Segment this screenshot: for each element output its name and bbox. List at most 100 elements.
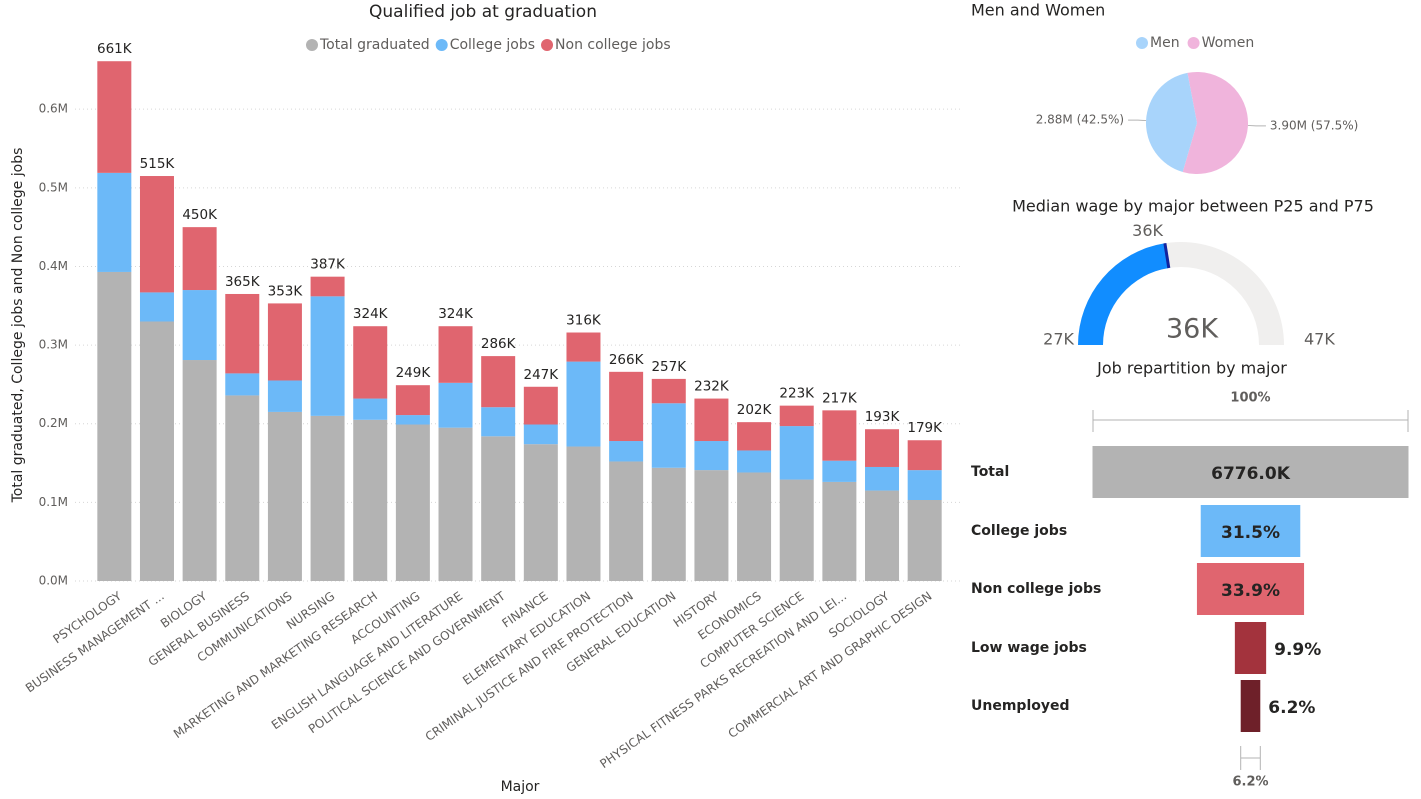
pie-slice: [1182, 71, 1249, 175]
bar-segment: [182, 290, 217, 361]
pie-label: 2.88M (42.5%): [1036, 113, 1124, 127]
funnel-value-label: 6.2%: [1268, 698, 1315, 718]
funnel-category: Non college jobs: [971, 581, 1101, 597]
total-label: 232K: [694, 379, 730, 395]
total-label: 365K: [225, 274, 261, 290]
funnel-value-label: 9.9%: [1274, 640, 1321, 660]
gauge-tick-label: 47K: [1304, 330, 1335, 349]
gauge-value: 36K: [1166, 314, 1219, 345]
y-tick-label: 0.6M: [39, 102, 68, 116]
total-label: 249K: [396, 365, 432, 381]
total-label: 515K: [140, 156, 176, 172]
bar-segment: [566, 446, 601, 581]
bar-segment: [139, 176, 174, 293]
legend-label: Men: [1150, 35, 1180, 51]
gauge-fill: [1078, 243, 1169, 345]
legend-marker: [306, 39, 318, 51]
bar-segment: [865, 429, 900, 467]
pie-label: 3.90M (57.5%): [1270, 118, 1358, 132]
bar-segment: [737, 472, 772, 581]
bar-segment: [609, 461, 644, 581]
y-tick-label: 0.4M: [39, 259, 68, 273]
total-label: 223K: [779, 386, 815, 402]
total-label: 661K: [97, 41, 133, 57]
bar-segment: [353, 419, 388, 581]
funnel-title: Job repartition by major: [1096, 359, 1287, 378]
bar-segment: [481, 407, 516, 437]
funnel-value-label: 33.9%: [1221, 581, 1280, 601]
funnel-value-label: 31.5%: [1221, 523, 1280, 543]
bar-segment: [779, 479, 814, 581]
bar-segment: [523, 386, 558, 425]
bar-segment: [651, 378, 686, 404]
bar-segment: [907, 500, 942, 581]
funnel-value-label: 6776.0K: [1211, 464, 1291, 484]
bar-segment: [822, 481, 857, 581]
bar-segment: [694, 470, 729, 581]
funnel-bar: [1092, 446, 1409, 498]
bar-segment: [566, 361, 601, 447]
total-label: 316K: [566, 313, 602, 329]
bar-segment: [438, 326, 473, 383]
pie-title: Men and Women: [971, 1, 1105, 20]
legend-label: Women: [1202, 35, 1255, 51]
y-tick-label: 0.1M: [39, 495, 68, 509]
bar-segment: [395, 424, 430, 581]
bar-segment: [822, 460, 857, 482]
bar-segment: [310, 415, 345, 581]
bar-segment: [225, 293, 260, 374]
bar-segment: [438, 427, 473, 581]
bar-segment: [310, 276, 345, 297]
legend-label: Non college jobs: [555, 37, 671, 53]
total-label: 450K: [182, 207, 218, 223]
bar-segment: [609, 441, 644, 462]
bar-segment: [139, 292, 174, 322]
y-tick-label: 0.3M: [39, 338, 68, 352]
total-label: 217K: [822, 390, 858, 406]
funnel-bar: [1234, 622, 1267, 674]
bar-segment: [609, 371, 644, 442]
bar-segment: [822, 410, 857, 461]
bar-segment: [481, 436, 516, 581]
bar-segment: [865, 490, 900, 581]
bar-segment: [97, 61, 132, 173]
bar-segment: [694, 441, 729, 471]
bar-segment: [481, 356, 516, 408]
x-axis-title: Major: [501, 779, 540, 795]
y-tick-label: 0.2M: [39, 416, 68, 430]
total-label: 202K: [737, 402, 773, 418]
total-label: 353K: [268, 283, 304, 299]
bar-segment: [438, 382, 473, 428]
pie-slice: [1146, 72, 1197, 172]
y-tick-label: 0.0M: [39, 574, 68, 588]
bar-segment: [225, 395, 260, 581]
total-label: 324K: [438, 306, 474, 322]
bar-segment: [651, 403, 686, 468]
funnel-category: College jobs: [971, 523, 1067, 539]
gauge-title: Median wage by major between P25 and P75: [1012, 197, 1374, 216]
bar-segment: [395, 415, 430, 425]
total-label: 266K: [609, 352, 645, 368]
bar-segment: [267, 411, 302, 581]
bar-segment: [97, 172, 132, 272]
bar-segment: [779, 426, 814, 480]
bar-segment: [566, 332, 601, 362]
legend-label: Total graduated: [319, 37, 430, 53]
bar-segment: [395, 385, 430, 416]
gauge-tick-label: 27K: [1043, 330, 1074, 349]
funnel-category: Total: [971, 464, 1009, 480]
funnel-category: Low wage jobs: [971, 640, 1087, 656]
legend-marker: [541, 39, 554, 51]
bar-segment: [737, 422, 772, 451]
bar-segment: [523, 444, 558, 581]
total-label: 193K: [865, 409, 901, 425]
bottom-annotation: 6.2%: [1232, 775, 1268, 790]
bar-segment: [694, 398, 729, 442]
total-label: 257K: [651, 359, 687, 375]
y-axis-title: Total graduated, College jobs and Non co…: [10, 148, 26, 504]
chart-title: Qualified job at graduation: [369, 2, 597, 22]
gauge-target: [1163, 243, 1171, 269]
bar-segment: [907, 440, 942, 471]
